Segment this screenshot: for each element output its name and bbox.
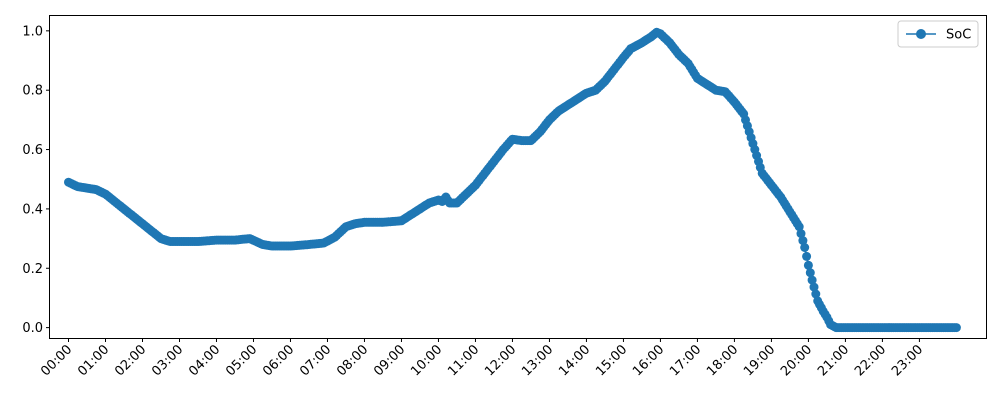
soc-data-point [809,282,819,292]
soc-data-point [802,251,812,261]
soc-data-point [794,222,804,232]
y-tick-label: 0.4 [22,202,43,217]
soc-data-point [800,243,810,252]
y-tick-label: 0.2 [22,262,43,277]
y-tick-label: 0.0 [22,321,43,336]
soc-data-point [807,275,817,285]
soc-data-point [951,323,961,333]
soc-data-point [811,289,821,299]
y-tick-label: 1.0 [22,24,43,39]
soc-data-point [805,268,815,278]
legend-box [897,20,979,48]
plot-frame [49,15,987,339]
soc-data-point [803,260,813,270]
y-axis: 0.0 0.2 0.4 0.6 0.8 1.0 [22,24,50,336]
y-tick-label: 0.8 [22,84,43,99]
series-layer [64,27,961,333]
legend-label: SoC [946,28,971,43]
y-tick-label: 0.6 [22,143,43,158]
legend-marker [916,29,926,39]
soc-data-point [796,229,806,239]
soc-data-point [798,236,808,246]
legend: SoC [897,20,979,48]
